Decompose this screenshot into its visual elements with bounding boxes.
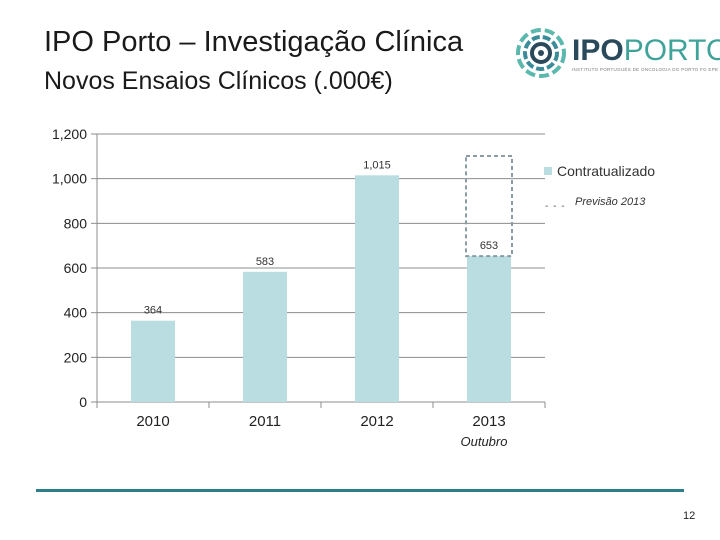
- legend-label-contratualizado: Contratualizado: [557, 163, 656, 179]
- y-tick-label: 200: [64, 349, 88, 365]
- page-number: 12: [683, 510, 696, 522]
- x-tick-label: 2013: [472, 413, 505, 430]
- legend-dash-marker: - - -: [545, 201, 566, 212]
- legend-label-previsao: Previsão 2013: [575, 196, 646, 208]
- logo-text-ipo: IPO: [572, 34, 624, 67]
- ipo-porto-logo: IPOPORTO INSTITUTO PORTUGUÊS DE ONCOLOGI…: [514, 26, 720, 80]
- footer-divider: [36, 489, 684, 492]
- x-tick-label: 2010: [136, 413, 169, 430]
- ipo-porto-circular-icon: [516, 28, 566, 78]
- slide-title: IPO Porto – Investigação Clínica: [44, 26, 464, 58]
- x-tick-label: 2012: [360, 413, 393, 430]
- forecast-outline: [465, 155, 513, 258]
- bar: [467, 256, 511, 402]
- y-tick-label: 1,000: [52, 171, 87, 187]
- data-label: 583: [256, 256, 274, 268]
- data-label: 364: [144, 305, 162, 317]
- data-label: 653: [480, 240, 498, 252]
- bar: [243, 271, 287, 402]
- bar: [131, 320, 175, 402]
- data-label: 1,015: [363, 159, 391, 171]
- logo-wordmark: IPOPORTO: [572, 34, 720, 68]
- logo-text-porto: PORTO: [623, 34, 720, 67]
- y-tick-label: 400: [64, 305, 88, 321]
- y-tick-label: 600: [64, 260, 88, 276]
- bar-chart: 0 200 400 600 800 1,000 1,200 364 2010 583 2011 1,0…: [52, 126, 546, 430]
- bar: [355, 175, 399, 402]
- y-tick-label: 800: [64, 215, 88, 231]
- x-tick-label: 2011: [249, 413, 281, 430]
- y-tick-label: 0: [79, 394, 87, 410]
- y-tick-label: 1,200: [52, 126, 87, 142]
- slide-subtitle: Novos Ensaios Clínicos (.000€): [44, 67, 393, 95]
- logo-tagline: INSTITUTO PORTUGUÊS DE ONCOLOGIA DO PORT…: [572, 67, 719, 72]
- legend-swatch-contratualizado: [544, 167, 552, 175]
- annotation-outubro: Outubro: [460, 434, 508, 449]
